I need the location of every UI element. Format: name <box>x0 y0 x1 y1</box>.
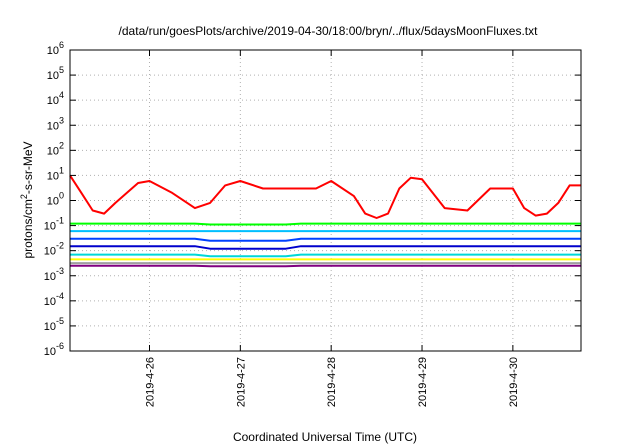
y-tick-label: 103 <box>47 115 64 132</box>
y-tick-base: 10 <box>44 221 56 233</box>
y-axis-label: protons/cm2-s-sr-MeV <box>19 141 35 258</box>
y-axis-label-main: protons/cm <box>21 199 35 258</box>
y-tick-label: 100 <box>47 191 64 208</box>
series-line-5 <box>70 245 581 250</box>
series-line-2 <box>70 222 581 226</box>
y-tick-label: 10-5 <box>44 316 64 333</box>
y-axis-label-sup: 2 <box>19 194 29 199</box>
y-tick-exponent: 5 <box>59 65 64 75</box>
y-tick-base: 10 <box>47 70 59 82</box>
y-tick-exponent: -2 <box>56 241 64 251</box>
y-tick-label: 106 <box>47 40 64 57</box>
y-tick-base: 10 <box>44 271 56 283</box>
x-tick-label: 2019-4-30 <box>508 357 520 407</box>
y-tick-base: 10 <box>44 321 56 333</box>
y-tick-exponent: 1 <box>59 165 64 175</box>
y-axis: 10-610-510-410-310-210-11001011021031041… <box>44 40 581 358</box>
y-tick-exponent: 0 <box>59 191 64 201</box>
y-axis-label-rest: -s-sr-MeV <box>21 141 35 194</box>
y-tick-exponent: 2 <box>59 140 64 150</box>
x-tick-label: 2019-4-27 <box>235 357 247 407</box>
y-tick-exponent: -5 <box>56 316 64 326</box>
y-tick-base: 10 <box>47 45 59 57</box>
series-line-4 <box>70 237 581 242</box>
series-line-6 <box>70 253 581 258</box>
y-tick-label: 102 <box>47 140 64 157</box>
y-tick-exponent: 6 <box>59 40 64 50</box>
x-axis-label: Coordinated Universal Time (UTC) <box>233 430 417 444</box>
y-tick-base: 10 <box>44 246 56 258</box>
y-tick-exponent: -6 <box>56 341 64 351</box>
y-tick-label: 10-1 <box>44 216 64 233</box>
x-tick-label: 2019-4-26 <box>144 357 156 407</box>
x-tick-label: 2019-4-29 <box>417 357 429 407</box>
y-tick-label: 10-2 <box>44 241 64 258</box>
y-tick-base: 10 <box>47 196 59 208</box>
y-tick-base: 10 <box>47 145 59 157</box>
y-tick-label: 10-3 <box>44 266 64 283</box>
grid <box>70 50 581 351</box>
y-tick-exponent: -1 <box>56 216 64 226</box>
y-tick-base: 10 <box>47 170 59 182</box>
y-tick-base: 10 <box>44 346 56 358</box>
x-axis: 2019-4-26 2019-4-27 2019-4-28 2019-4-29 2019… <box>144 50 520 407</box>
y-tick-exponent: -3 <box>56 266 64 276</box>
series-line-1 <box>69 174 581 219</box>
x-tick-label: 2019-4-28 <box>326 357 338 407</box>
y-tick-base: 10 <box>47 95 59 107</box>
series-group <box>69 174 581 268</box>
y-tick-exponent: 3 <box>59 115 64 125</box>
y-tick-label: 105 <box>47 65 64 82</box>
chart-title: /data/run/goesPlots/archive/2019-04-30/1… <box>119 24 539 38</box>
y-tick-exponent: 4 <box>59 90 64 100</box>
y-tick-label: 10-4 <box>44 291 64 308</box>
y-tick-label: 101 <box>47 165 64 182</box>
y-tick-base: 10 <box>47 120 59 132</box>
y-tick-label: 10-6 <box>44 341 64 358</box>
y-tick-base: 10 <box>44 296 56 308</box>
y-tick-label: 104 <box>47 90 64 107</box>
y-tick-exponent: -4 <box>56 291 64 301</box>
